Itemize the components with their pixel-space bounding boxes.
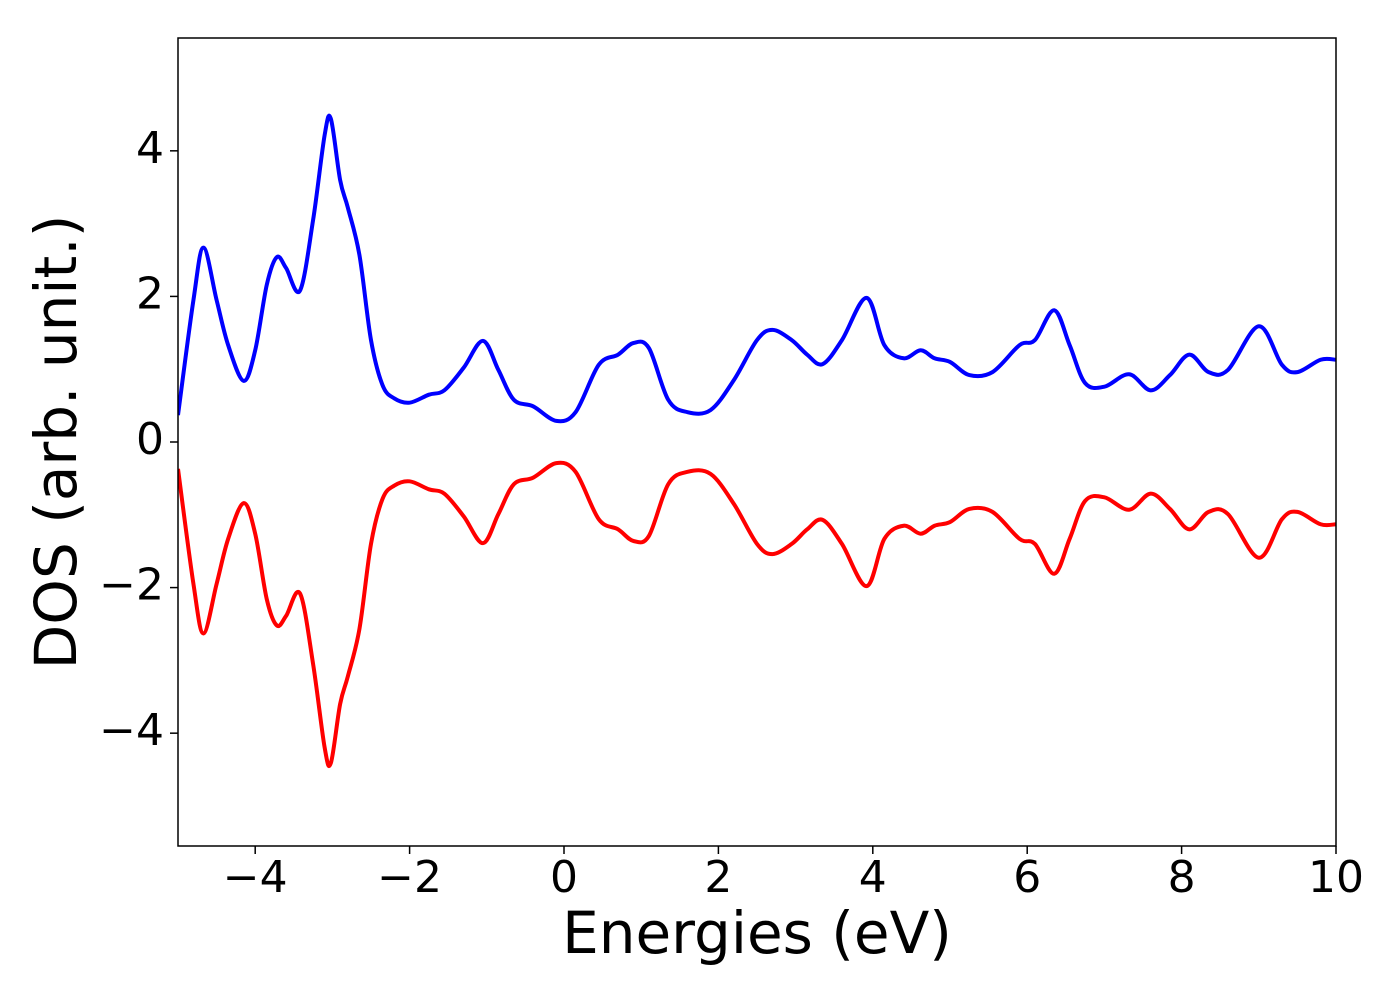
x-tick-label: 0	[550, 852, 578, 903]
y-tick-label: 2	[136, 268, 164, 319]
plot-frame	[177, 37, 1337, 847]
line-series	[178, 113, 1336, 424]
x-tick-label: 4	[859, 852, 887, 903]
line-series	[178, 460, 1336, 769]
x-tick-label: 6	[1013, 852, 1041, 903]
y-tick-label: −4	[99, 705, 164, 756]
x-tick-label: −2	[377, 852, 442, 903]
x-tick-label: 10	[1308, 852, 1364, 903]
y-tick-label: −2	[99, 560, 164, 611]
x-axis-label: Energies (eV)	[562, 899, 952, 967]
x-tick-label: 2	[704, 852, 732, 903]
y-tick-label: 4	[136, 123, 164, 174]
x-tick-label: 8	[1168, 852, 1196, 903]
y-axis-label: DOS (arb. unit.)	[22, 215, 90, 670]
x-tick-label: −4	[223, 852, 288, 903]
y-tick-label: 0	[136, 414, 164, 465]
